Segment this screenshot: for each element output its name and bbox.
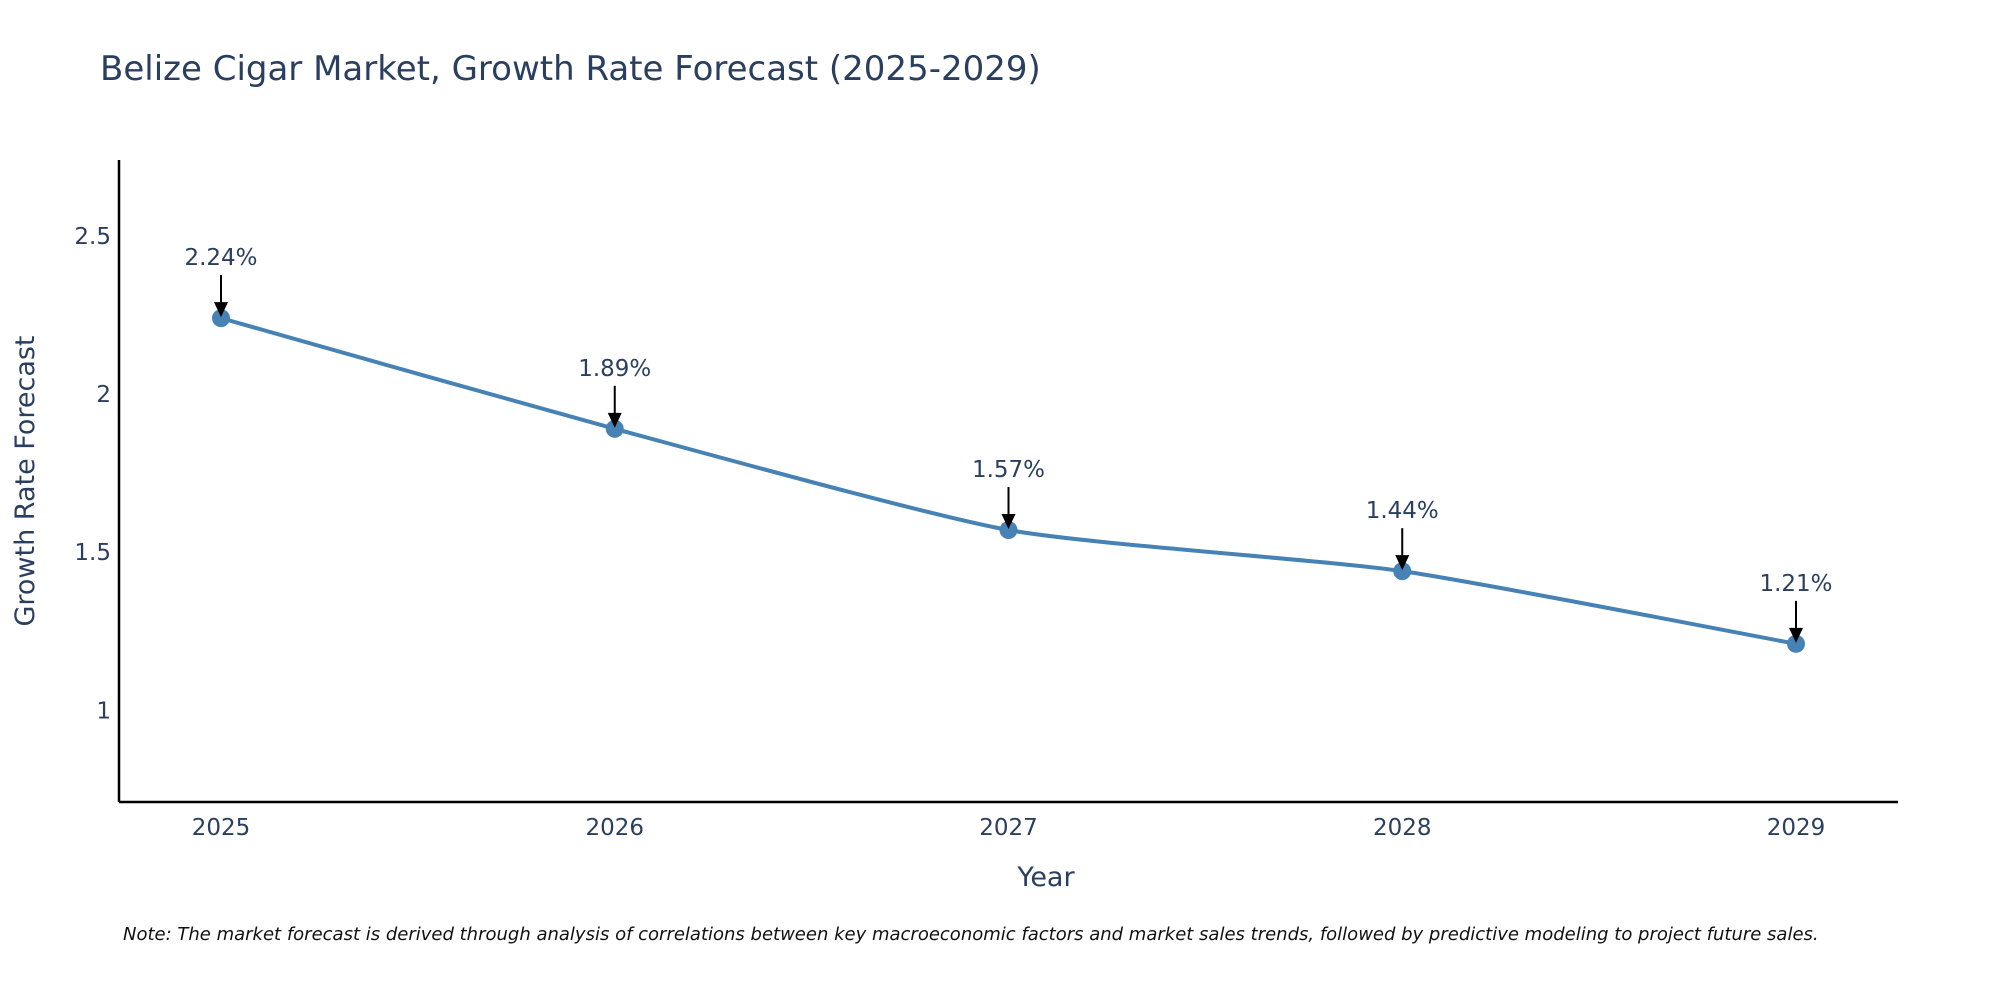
y-tick-label: 2 xyxy=(96,382,111,408)
chart-title: Belize Cigar Market, Growth Rate Forecas… xyxy=(100,49,1041,89)
data-label: 1.89% xyxy=(578,356,651,382)
data-label: 1.57% xyxy=(972,457,1045,483)
y-tick-label: 1 xyxy=(96,698,111,724)
data-point xyxy=(1787,634,1805,653)
annotation-arrowhead xyxy=(214,302,228,318)
y-tick-label: 1.5 xyxy=(74,540,111,566)
annotation-arrowhead xyxy=(607,412,622,428)
data-point xyxy=(605,419,624,438)
x-axis-title: Year xyxy=(1016,862,1075,893)
data-label: 1.44% xyxy=(1366,498,1439,524)
annotation-arrowhead xyxy=(1395,555,1410,571)
plot-area: 1 1.5 2 2.5 2025 2026 2027 2028 2029 2.24% 1.89% 1.… xyxy=(74,160,1898,841)
data-label: 2.24% xyxy=(184,245,257,271)
footnote: Note: The market forecast is derived thr… xyxy=(123,924,1819,945)
x-tick-label: 2027 xyxy=(979,815,1038,841)
y-tick-label: 2.5 xyxy=(74,224,111,250)
x-tick-label: 2029 xyxy=(1767,815,1826,841)
annotation-arrowhead xyxy=(1789,627,1803,643)
y-axis-title: Growth Rate Forecast xyxy=(10,335,41,626)
data-label: 1.21% xyxy=(1759,571,1832,597)
annotation-arrowhead xyxy=(1001,514,1016,530)
x-tick-label: 2026 xyxy=(585,815,644,841)
data-point xyxy=(212,309,230,328)
x-tick-label: 2028 xyxy=(1373,815,1432,841)
data-point xyxy=(999,521,1018,540)
data-point xyxy=(1393,562,1412,581)
x-tick-label: 2025 xyxy=(192,815,251,841)
